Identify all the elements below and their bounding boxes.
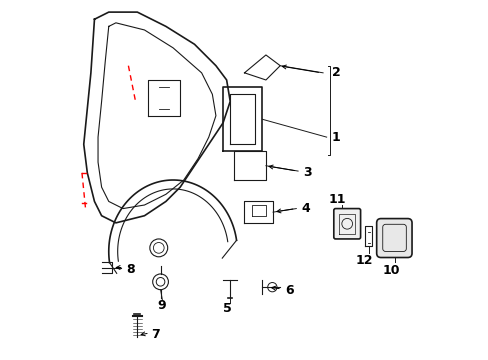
Text: 9: 9 xyxy=(157,299,165,312)
Text: 1: 1 xyxy=(331,131,340,144)
Text: 5: 5 xyxy=(223,302,231,315)
FancyBboxPatch shape xyxy=(333,208,360,239)
Text: 3: 3 xyxy=(303,166,311,179)
Text: 2: 2 xyxy=(331,66,340,79)
Text: 8: 8 xyxy=(125,263,134,276)
Text: 12: 12 xyxy=(355,253,372,266)
Text: 11: 11 xyxy=(328,193,346,206)
Text: 4: 4 xyxy=(300,202,309,215)
FancyBboxPatch shape xyxy=(382,224,406,251)
Text: 10: 10 xyxy=(382,264,400,276)
Text: 6: 6 xyxy=(285,284,294,297)
FancyBboxPatch shape xyxy=(376,219,411,257)
Text: 7: 7 xyxy=(151,328,160,341)
